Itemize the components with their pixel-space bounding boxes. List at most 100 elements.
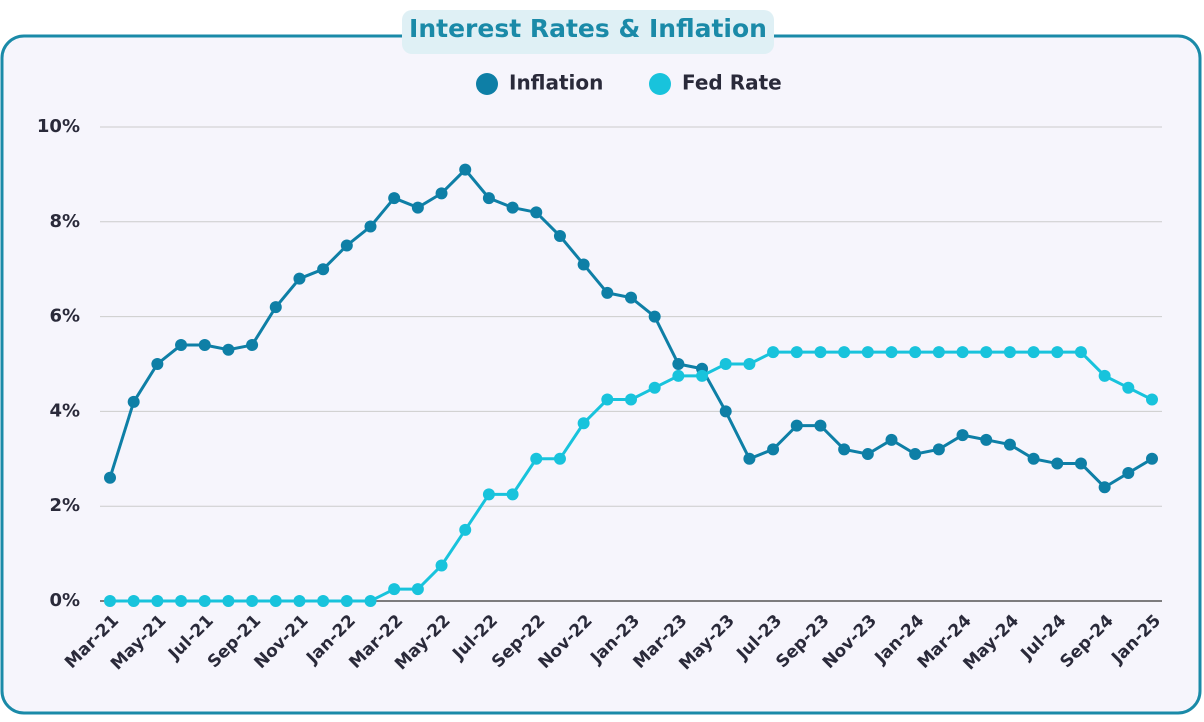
point bbox=[1146, 452, 1158, 465]
point bbox=[719, 405, 732, 418]
y-tick-label: 4% bbox=[49, 400, 80, 421]
point bbox=[696, 369, 709, 382]
point bbox=[411, 201, 424, 214]
chart-title: Interest Rates & Inflation bbox=[409, 14, 767, 43]
point bbox=[1003, 346, 1016, 359]
point bbox=[577, 417, 590, 430]
point bbox=[435, 187, 448, 200]
point bbox=[104, 471, 116, 484]
point bbox=[411, 583, 424, 596]
point bbox=[1098, 481, 1111, 494]
point bbox=[506, 488, 519, 501]
point bbox=[909, 448, 922, 461]
point bbox=[956, 429, 969, 442]
point bbox=[1146, 393, 1158, 406]
point bbox=[932, 443, 945, 456]
point bbox=[814, 346, 827, 359]
point bbox=[980, 346, 993, 359]
point bbox=[743, 358, 756, 370]
point bbox=[1051, 457, 1064, 470]
point bbox=[1098, 369, 1111, 382]
point bbox=[482, 488, 495, 501]
point bbox=[317, 595, 330, 607]
point bbox=[861, 448, 874, 461]
point bbox=[127, 395, 140, 408]
point bbox=[1122, 381, 1135, 394]
point bbox=[435, 559, 448, 572]
point bbox=[909, 346, 922, 359]
point bbox=[364, 220, 377, 233]
point bbox=[648, 310, 661, 323]
legend-label: Fed Rate bbox=[682, 71, 782, 95]
point bbox=[553, 452, 566, 465]
point bbox=[388, 583, 401, 596]
point bbox=[506, 201, 519, 214]
point bbox=[672, 369, 685, 382]
point bbox=[1122, 467, 1135, 480]
point bbox=[1027, 346, 1040, 359]
legend-label: Inflation bbox=[509, 71, 603, 95]
point bbox=[127, 595, 140, 607]
point bbox=[790, 346, 803, 359]
point bbox=[222, 595, 235, 607]
point bbox=[482, 192, 495, 205]
point bbox=[885, 433, 898, 446]
point bbox=[340, 239, 353, 252]
title-badge bbox=[402, 10, 774, 54]
point bbox=[672, 358, 685, 370]
point bbox=[530, 452, 543, 465]
point bbox=[601, 286, 614, 299]
point bbox=[1051, 346, 1064, 359]
point bbox=[1074, 346, 1087, 359]
point bbox=[932, 346, 945, 359]
point bbox=[459, 523, 472, 536]
y-tick-label: 10% bbox=[37, 116, 80, 137]
point bbox=[601, 393, 614, 406]
point bbox=[719, 358, 732, 370]
point bbox=[885, 346, 898, 359]
point bbox=[956, 346, 969, 359]
point bbox=[198, 595, 211, 607]
point bbox=[553, 230, 566, 243]
point bbox=[269, 301, 282, 314]
y-tick-label: 6% bbox=[49, 306, 80, 327]
point bbox=[246, 595, 259, 607]
point bbox=[198, 339, 211, 352]
y-tick-label: 0% bbox=[49, 590, 80, 611]
point bbox=[340, 595, 353, 607]
legend-marker bbox=[649, 73, 671, 95]
point bbox=[625, 291, 637, 304]
point bbox=[838, 346, 851, 359]
point bbox=[269, 595, 282, 607]
point bbox=[743, 452, 756, 465]
y-tick-label: 2% bbox=[49, 495, 80, 516]
point bbox=[293, 595, 306, 607]
point bbox=[175, 339, 188, 352]
point bbox=[151, 358, 164, 370]
point bbox=[1003, 438, 1016, 451]
point bbox=[861, 346, 874, 359]
point bbox=[388, 192, 401, 205]
point bbox=[317, 263, 330, 276]
point bbox=[104, 595, 116, 607]
point bbox=[530, 206, 543, 219]
point bbox=[648, 381, 661, 394]
point bbox=[222, 343, 235, 356]
point bbox=[577, 258, 590, 271]
point bbox=[980, 433, 993, 446]
point bbox=[151, 595, 164, 607]
frame bbox=[0, 34, 1202, 715]
point bbox=[767, 443, 780, 456]
point bbox=[459, 163, 472, 176]
point bbox=[293, 272, 306, 285]
point bbox=[1027, 452, 1040, 465]
point bbox=[246, 339, 259, 352]
y-tick-label: 8% bbox=[49, 211, 80, 232]
point bbox=[790, 419, 803, 432]
point bbox=[1074, 457, 1087, 470]
point bbox=[175, 595, 188, 607]
point bbox=[625, 393, 637, 406]
legend-marker bbox=[476, 73, 498, 95]
point bbox=[838, 443, 851, 456]
